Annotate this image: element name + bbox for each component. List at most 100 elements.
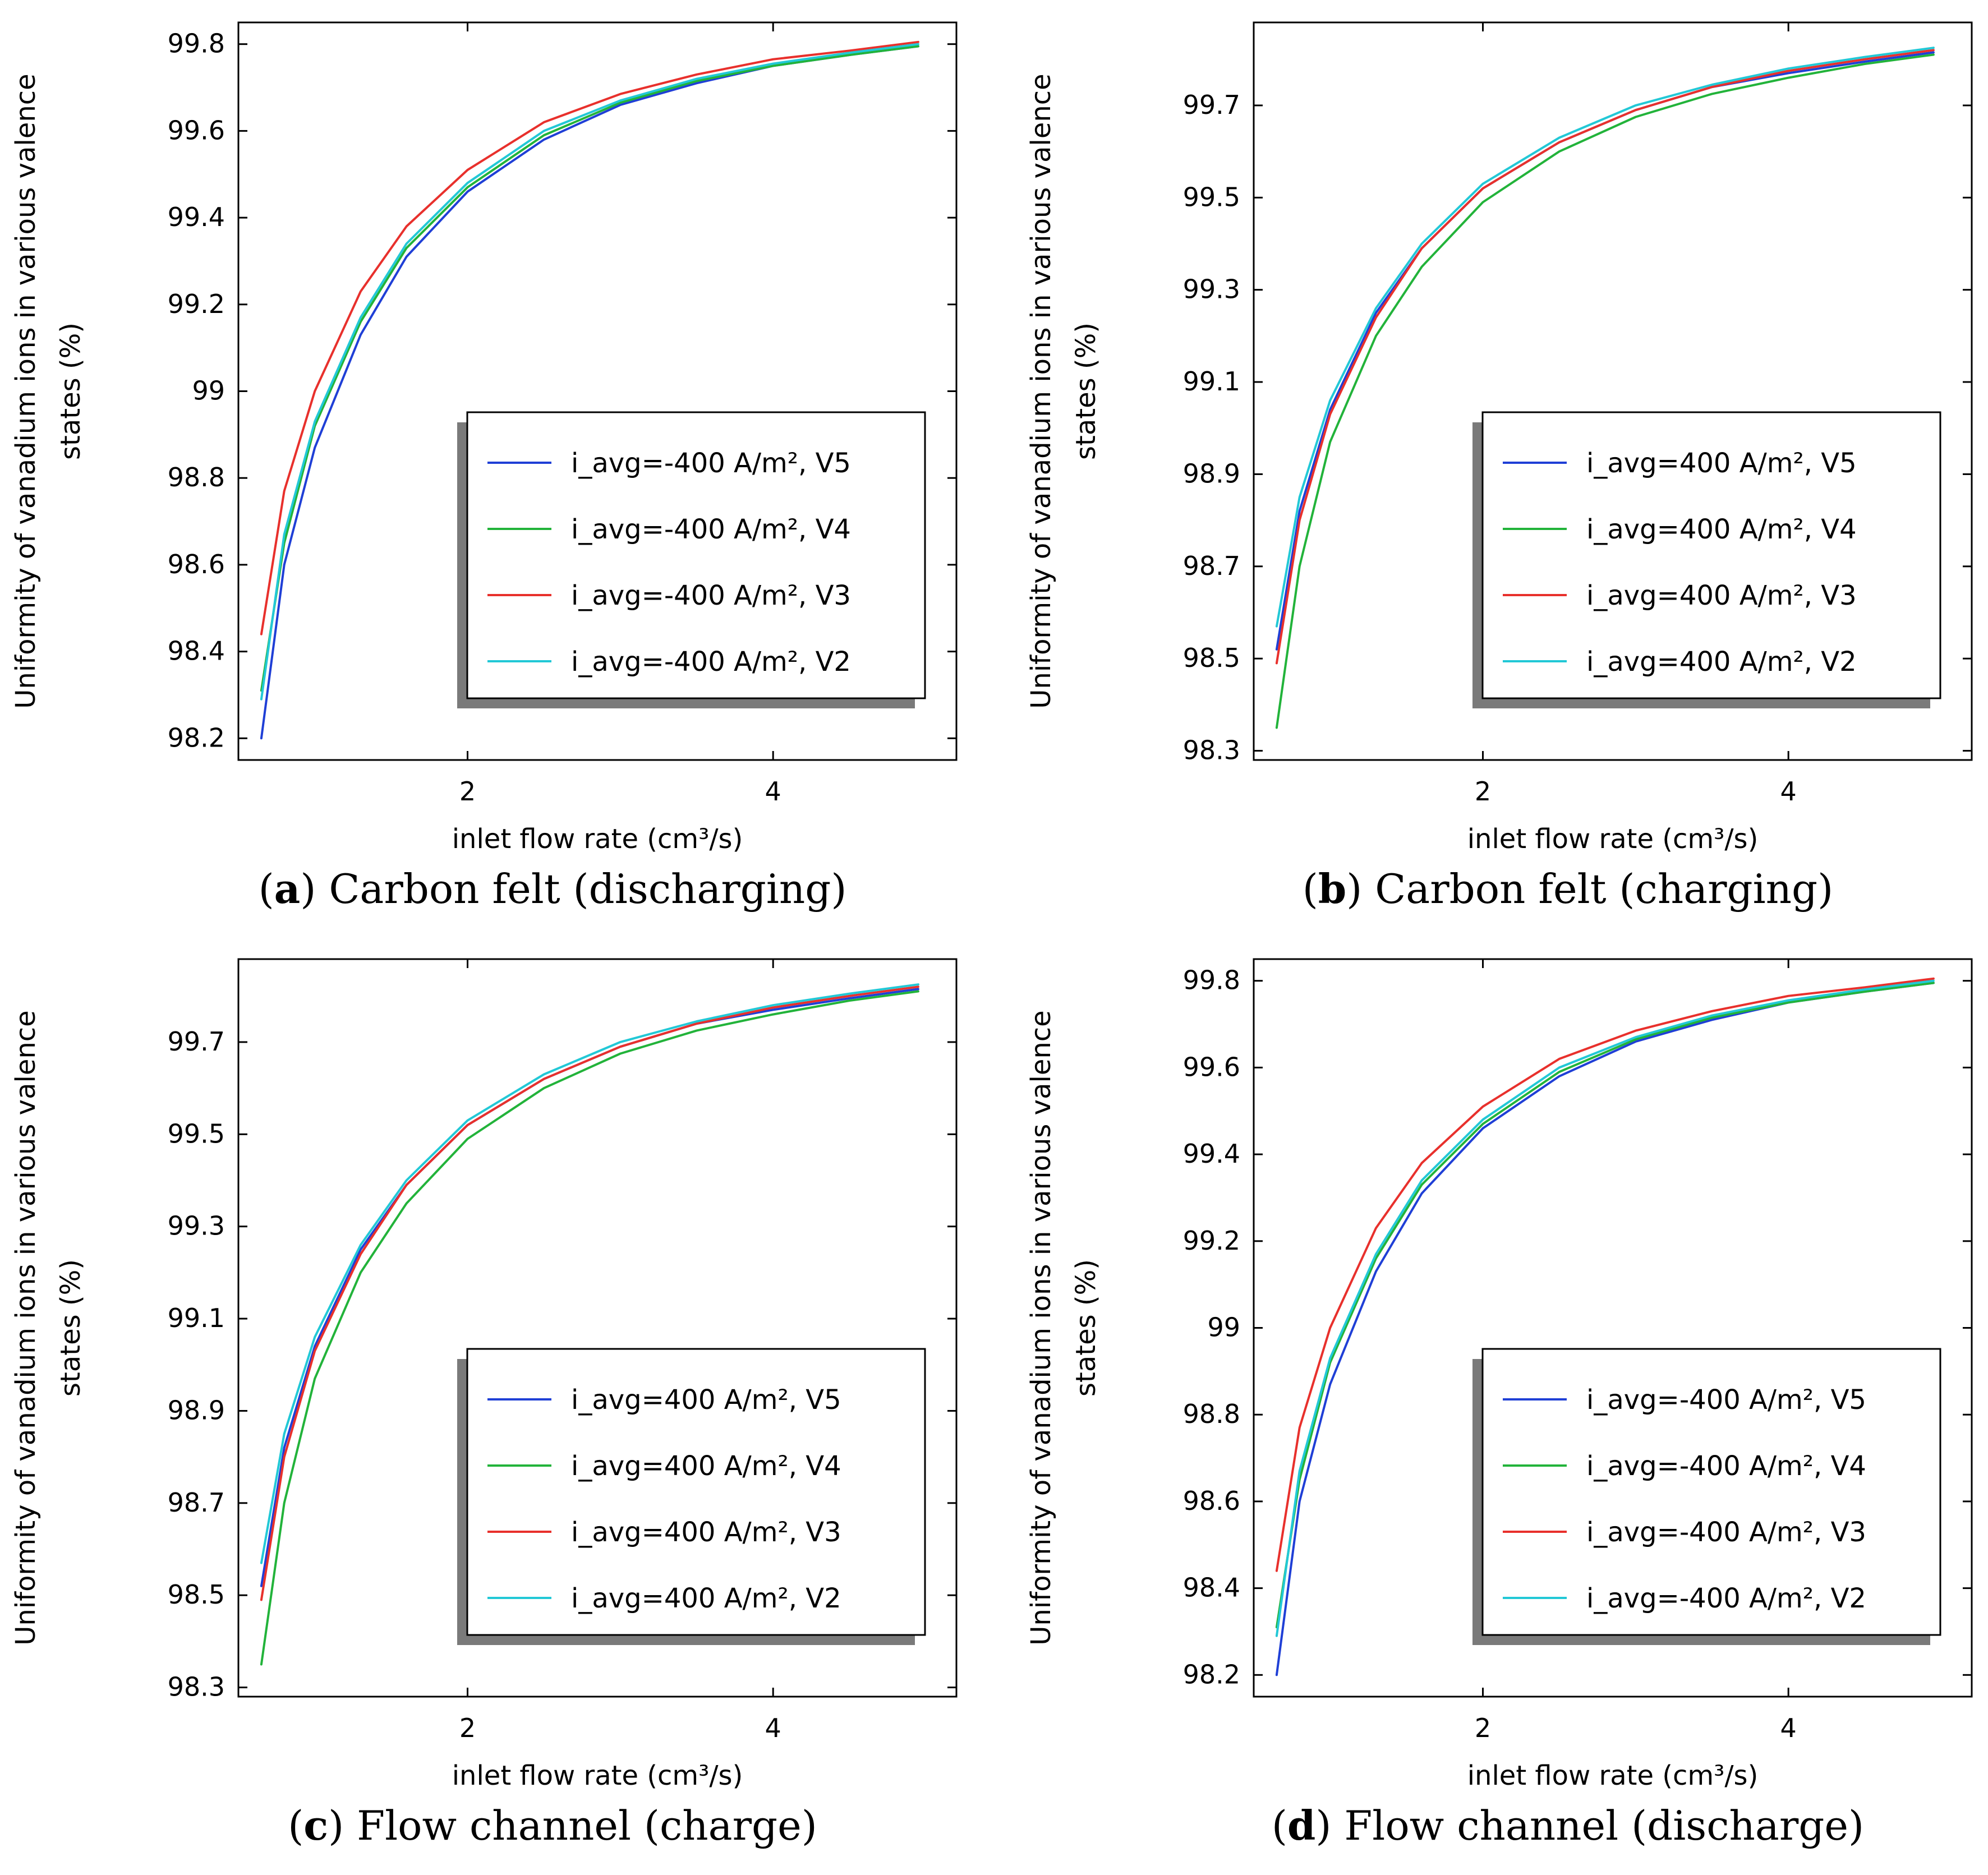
y-tick-label: 98.6: [1183, 1486, 1240, 1516]
y-tick-label: 98.2: [1183, 1659, 1240, 1689]
y-tick-label: 98.3: [1183, 735, 1240, 766]
legend-label: i_avg=400 A/m², V5: [571, 1384, 841, 1416]
series-group: [1275, 47, 1935, 729]
y-tick-label: 98.6: [168, 549, 225, 579]
y-tick-label: 99.2: [1183, 1226, 1240, 1256]
legend-label: i_avg=400 A/m², V3: [1586, 580, 1857, 611]
chart-panel-a: 98.2 98.4 98.6 98.8 99 99.2 99.4 99.6 99.8 2 4 inle…: [10, 21, 958, 913]
legend: i_avg=400 A/m², V5 i_avg=400 A/m², V4 i_av…: [1472, 411, 1941, 708]
series-line: [260, 45, 919, 692]
caption-text: Flow channel (charge): [357, 1802, 817, 1849]
series-line: [1275, 47, 1935, 628]
caption-letter: c: [303, 1802, 328, 1849]
x-tick-label: 4: [1780, 1713, 1797, 1743]
series-line: [260, 43, 919, 701]
x-tick-label: 2: [1475, 1713, 1491, 1743]
y-tick-label: 98.8: [1183, 1399, 1240, 1429]
legend-label: i_avg=-400 A/m², V5: [1586, 1384, 1866, 1416]
y-tick-label: 99: [1207, 1312, 1240, 1343]
y-tick-label: 99.1: [1183, 366, 1240, 397]
y-tick-label: 99.1: [168, 1303, 225, 1333]
series-group: [1275, 977, 1935, 1676]
panel-caption: (b) Carbon felt (charging): [1303, 865, 1833, 913]
x-axis-label: inlet flow rate (cm³/s): [452, 1760, 743, 1791]
y-axis-label-line2: states (%): [1070, 1259, 1102, 1397]
panel-caption: (a) Carbon felt (discharging): [259, 865, 847, 913]
y-tick-label: 99.6: [168, 115, 225, 145]
y-tick-label: 99.4: [168, 202, 225, 232]
y-axis-label-line1: Uniformity of vanadium ions in various v…: [1025, 73, 1057, 708]
y-tick-label: 98.7: [168, 1487, 225, 1518]
x-axis-label: inlet flow rate (cm³/s): [1467, 1760, 1759, 1791]
y-tick-label: 99.4: [1183, 1139, 1240, 1169]
legend: i_avg=400 A/m², V5 i_avg=400 A/m², V4 i_av…: [457, 1348, 926, 1645]
chart-panel-c: 98.3 98.5 98.7 98.9 99.1 99.3 99.5 99.7 2 4 inlet …: [10, 958, 958, 1849]
series-line: [260, 983, 919, 1564]
series-group: [260, 983, 919, 1666]
panel-caption: (c) Flow channel (charge): [288, 1802, 817, 1849]
series-line: [1275, 982, 1935, 1629]
y-axis-label-line1: Uniformity of vanadium ions in various v…: [10, 1010, 42, 1645]
legend: i_avg=-400 A/m², V5 i_avg=-400 A/m², V4 i_…: [1472, 1348, 1941, 1645]
y-tick-label: 98.9: [168, 1395, 225, 1425]
y-axis-label: Uniformity of vanadium ions in various v…: [1025, 73, 1102, 708]
legend-box: [1481, 411, 1941, 699]
y-tick-label: 98.3: [168, 1672, 225, 1702]
x-tick-label: 4: [765, 776, 781, 807]
series-line: [1275, 977, 1935, 1572]
y-tick-label: 98.4: [1183, 1573, 1240, 1603]
x-tick-label: 2: [459, 776, 476, 807]
legend-label: i_avg=400 A/m², V4: [1586, 514, 1857, 545]
legend-label: i_avg=400 A/m², V2: [1586, 646, 1857, 678]
series-line: [260, 40, 919, 635]
panel-caption: (d) Flow channel (discharge): [1272, 1802, 1864, 1849]
caption-letter: b: [1318, 865, 1346, 913]
y-tick-label: 98.7: [1183, 551, 1240, 581]
y-tick-label: 99.3: [1183, 274, 1240, 305]
y-tick-label: 99.8: [168, 29, 225, 59]
x-tick-label: 2: [459, 1713, 476, 1743]
y-axis-label-line1: Uniformity of vanadium ions in various v…: [10, 73, 42, 708]
legend-box: [1481, 1348, 1941, 1636]
legend-label: i_avg=400 A/m², V4: [571, 1450, 841, 1482]
y-tick-label: 99: [192, 376, 225, 406]
series-line: [260, 990, 919, 1666]
series-line: [1275, 979, 1935, 1637]
y-tick-label: 99.6: [1183, 1052, 1240, 1082]
series-line: [1275, 53, 1935, 729]
legend-label: i_avg=-400 A/m², V5: [571, 448, 851, 479]
caption-text: Carbon felt (charging): [1375, 865, 1833, 913]
legend-box: [466, 1348, 926, 1636]
series-group: [260, 40, 919, 740]
y-tick-label: 99.7: [1183, 90, 1240, 120]
legend-label: i_avg=-400 A/m², V2: [571, 646, 851, 678]
legend-label: i_avg=400 A/m², V2: [571, 1583, 841, 1614]
y-axis-label: Uniformity of vanadium ions in various v…: [1025, 1010, 1102, 1645]
legend-label: i_avg=-400 A/m², V3: [571, 580, 851, 611]
chart-panel-d: 98.2 98.4 98.6 98.8 99 99.2 99.4 99.6 99.8 2 4 inle…: [1025, 958, 1973, 1849]
x-axis-label: inlet flow rate (cm³/s): [1467, 823, 1759, 855]
y-tick-label: 98.5: [168, 1579, 225, 1610]
y-axis-label-line2: states (%): [1070, 323, 1102, 460]
x-tick-label: 2: [1475, 776, 1491, 807]
y-tick-label: 98.2: [168, 722, 225, 753]
legend-label: i_avg=-400 A/m², V4: [1586, 1450, 1866, 1482]
caption-letter: d: [1287, 1802, 1315, 1849]
x-axis-label: inlet flow rate (cm³/s): [452, 823, 743, 855]
legend-label: i_avg=-400 A/m², V4: [571, 514, 851, 545]
y-tick-label: 98.9: [1183, 458, 1240, 489]
y-tick-label: 98.8: [168, 462, 225, 492]
series-line: [1275, 49, 1935, 665]
y-axis-label: Uniformity of vanadium ions in various v…: [10, 1010, 86, 1645]
caption-text: Flow channel (discharge): [1344, 1802, 1864, 1849]
y-tick-label: 99.8: [1183, 965, 1240, 996]
chart-panel-b: 98.3 98.5 98.7 98.9 99.1 99.3 99.5 99.7 2 4 inlet …: [1025, 21, 1973, 913]
legend-box: [466, 411, 926, 699]
caption-text: Carbon felt (discharging): [329, 865, 846, 913]
y-tick-label: 99.2: [168, 289, 225, 319]
legend: i_avg=-400 A/m², V5 i_avg=-400 A/m², V4 i_…: [457, 411, 926, 708]
y-axis-label: Uniformity of vanadium ions in various v…: [10, 73, 86, 708]
y-axis-label-line2: states (%): [55, 323, 86, 460]
y-tick-label: 99.5: [168, 1118, 225, 1149]
